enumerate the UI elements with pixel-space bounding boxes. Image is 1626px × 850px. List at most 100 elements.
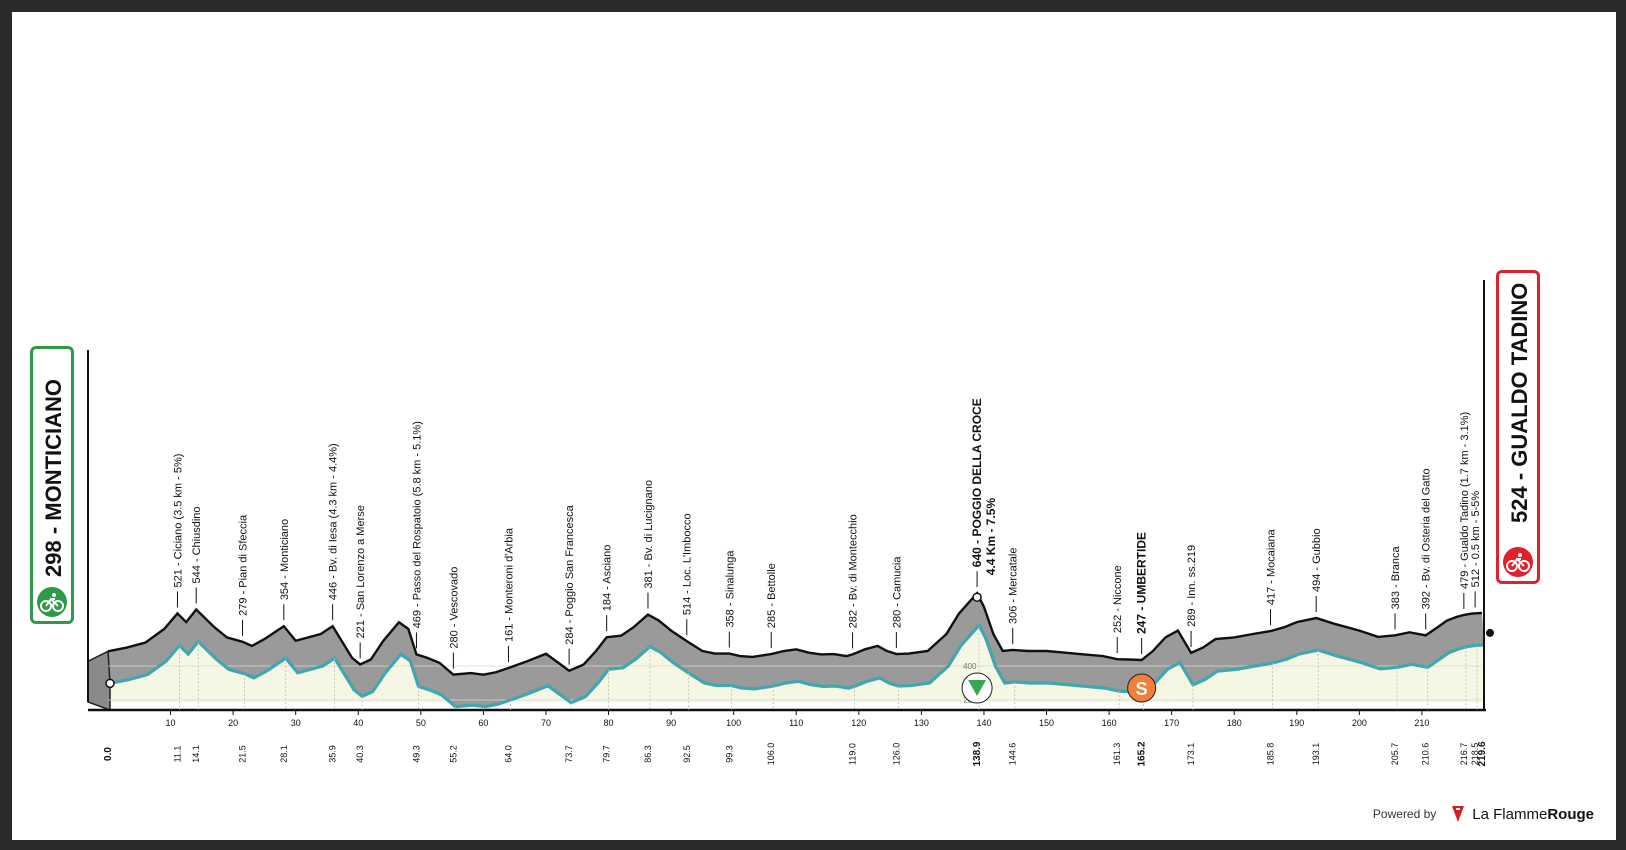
waypoint-label: 514 - Loc. L'Imbocco	[682, 513, 694, 615]
sprint-letter: S	[1136, 679, 1148, 699]
km-tick-label: 20	[228, 718, 238, 728]
km-distance-label: 11.1	[172, 746, 182, 763]
km-distance-label: 28.1	[279, 745, 289, 763]
powered-by-text: Powered by	[1372, 807, 1437, 821]
km-tick-label: 170	[1164, 718, 1179, 728]
waypoint-label: 252 - Niccone	[1112, 565, 1124, 633]
km-distance-label: 49.3	[411, 745, 421, 763]
waypoint-label: 306 - Mercatale	[1008, 548, 1020, 624]
waypoint-label: 354 - Monticiano	[279, 519, 291, 600]
km-tick-label: 210	[1414, 718, 1429, 728]
alt-tick-label: 400	[963, 662, 977, 671]
waypoint-label: 381 - Bv. di Lucignano	[643, 480, 655, 589]
waypoint-label: 289 - Inn. ss.219	[1186, 545, 1198, 627]
km-distance-label: 185.8	[1266, 743, 1276, 766]
finish-badge: 524 - GUALDO TADINO	[1496, 270, 1540, 584]
km-distance-label: 210.6	[1421, 743, 1431, 766]
waypoint-label: 280 - Camucia	[891, 556, 903, 628]
km-distance-label: 73.7	[564, 745, 574, 763]
waypoint-label: 417 - Mocaiana	[1266, 528, 1278, 605]
km-distance-label: 144.6	[1008, 743, 1018, 766]
km-distance-label: 79.7	[602, 745, 612, 763]
waypoint-label: 521 - Ciciano (3.5 km - 5%)	[172, 454, 184, 588]
waypoint-label: 247 - UMBERTIDE	[1135, 532, 1149, 634]
waypoint-label: 161 - Monteroni d'Arbia	[503, 527, 515, 642]
km-distance-label: 173.1	[1186, 743, 1196, 766]
waypoint-label: 285 - Bettolle	[766, 563, 778, 628]
km-tick-label: 40	[353, 718, 363, 728]
waypoint-label: 221 - San Lorenzo a Merse	[355, 505, 367, 638]
km-distance-label: 193.1	[1311, 743, 1321, 766]
waypoint-label: 282 - Bv. di Montecchio	[848, 514, 860, 628]
km-distance-label: 0.0	[103, 747, 114, 761]
km-distance-label: 161.3	[1112, 743, 1122, 766]
km-tick-label: 50	[416, 718, 426, 728]
waypoint-label: 279 - Pian di Sfeccia	[238, 514, 250, 616]
waypoint-label: 544 - Chiusdino	[191, 506, 203, 583]
kom-triangle-icon	[968, 680, 987, 696]
km-tick-label: 160	[1102, 718, 1117, 728]
waypoint-label: 479 - Gualdo Tadino (1.7 km - 3.1%)	[1459, 412, 1471, 589]
km-distance-label: 14.1	[191, 745, 201, 763]
waypoint-label: 358 - Sinalunga	[724, 550, 736, 628]
km-distance-label: 219.6	[1477, 741, 1488, 766]
km-tick-label: 110	[789, 718, 803, 728]
km-tick-label: 70	[541, 718, 551, 728]
waypoint-label: 640 - POGGIO DELLA CROCE	[970, 398, 984, 567]
km-tick-label: 80	[604, 718, 614, 728]
km-distance-label: 55.2	[448, 745, 458, 763]
waypoint-label: 383 - Branca	[1390, 545, 1402, 609]
km-distance-label: 64.0	[503, 745, 513, 763]
start-badge: 298 - MONTICIANO	[30, 346, 74, 624]
finish-point	[1486, 628, 1494, 637]
waypoint-label: 284 - Poggio San Francesca	[564, 504, 576, 644]
waypoint-label: 494 - Gubbio	[1311, 528, 1323, 592]
brand-bold: Rouge	[1547, 805, 1594, 823]
brand-light: La Flamme	[1472, 805, 1548, 823]
profile-base-area	[110, 625, 1484, 707]
waypoint-label: 512 - 0.5 km - 5-5%	[1470, 491, 1482, 588]
km-distance-label: 86.3	[643, 745, 653, 763]
waypoint-label: 280 - Vescovado	[448, 567, 460, 649]
elevation-chart: 200 400 10 20 30 40 50 60 70 80 90 100 110 120 130 140 1…	[87, 280, 1494, 767]
km-tick-label: 90	[666, 718, 676, 728]
km-distance-label: 126.0	[891, 743, 901, 766]
km-tick-label: 190	[1289, 718, 1304, 728]
cyclist-icon	[37, 587, 67, 617]
km-distance-label: 21.5	[238, 745, 248, 763]
km-tick-label: 150	[1039, 718, 1054, 728]
profile-road-line	[109, 622, 1485, 709]
waypoint-label: 446 - Bv. di Iesa (4.3 km - 4.4%)	[328, 443, 340, 600]
km-distance-label: 40.3	[355, 745, 365, 763]
km-tick-label: 60	[478, 718, 488, 728]
km-distance-label: 106.0	[766, 743, 776, 766]
km-distance-label: 216.7	[1459, 743, 1469, 766]
flamme-rouge-logo-icon	[1452, 806, 1465, 822]
km-tick-label: 180	[1227, 718, 1242, 728]
footer: Powered by La FlammeRouge	[1373, 804, 1594, 824]
waypoint-label: 392 - Bv. di Osteria del Gatto	[1421, 468, 1433, 609]
km-tick-label: 10	[166, 718, 176, 728]
km-tick-label: 140	[976, 718, 991, 728]
start-point	[105, 678, 115, 689]
kom-summit-point	[972, 592, 982, 602]
km-distance-label: 119.0	[848, 743, 858, 765]
cyclist-icon	[1503, 547, 1533, 577]
km-tick-label: 30	[291, 718, 301, 728]
km-tick-label: 200	[1352, 718, 1367, 728]
km-distance-label: 165.2	[1137, 741, 1148, 766]
sprint-s-icon	[1127, 673, 1157, 703]
km-tick-label: 100	[726, 718, 741, 728]
waypoint-label: 184 - Asciano	[602, 545, 614, 612]
waypoint-sublabel: 4.4 Km - 7.5%	[984, 498, 998, 576]
brand-name: La FlammeRouge	[1472, 806, 1594, 823]
km-distance-label: 138.9	[972, 741, 983, 766]
km-distance-label: 205.7	[1390, 743, 1400, 766]
km-distance-label: 92.5	[682, 745, 692, 763]
km-distance-label: 35.9	[328, 745, 338, 763]
stage-profile-frame: 298 - MONTICIANO 524 - GUALDO TADINO 200…	[12, 12, 1616, 840]
km-tick-label: 130	[914, 718, 929, 728]
waypoint-label: 469 - Passo del Rospatoio (5.8 km - 5.1%…	[411, 421, 423, 628]
profile-ridge-line	[107, 591, 1483, 676]
km-tick-label: 120	[851, 718, 866, 728]
